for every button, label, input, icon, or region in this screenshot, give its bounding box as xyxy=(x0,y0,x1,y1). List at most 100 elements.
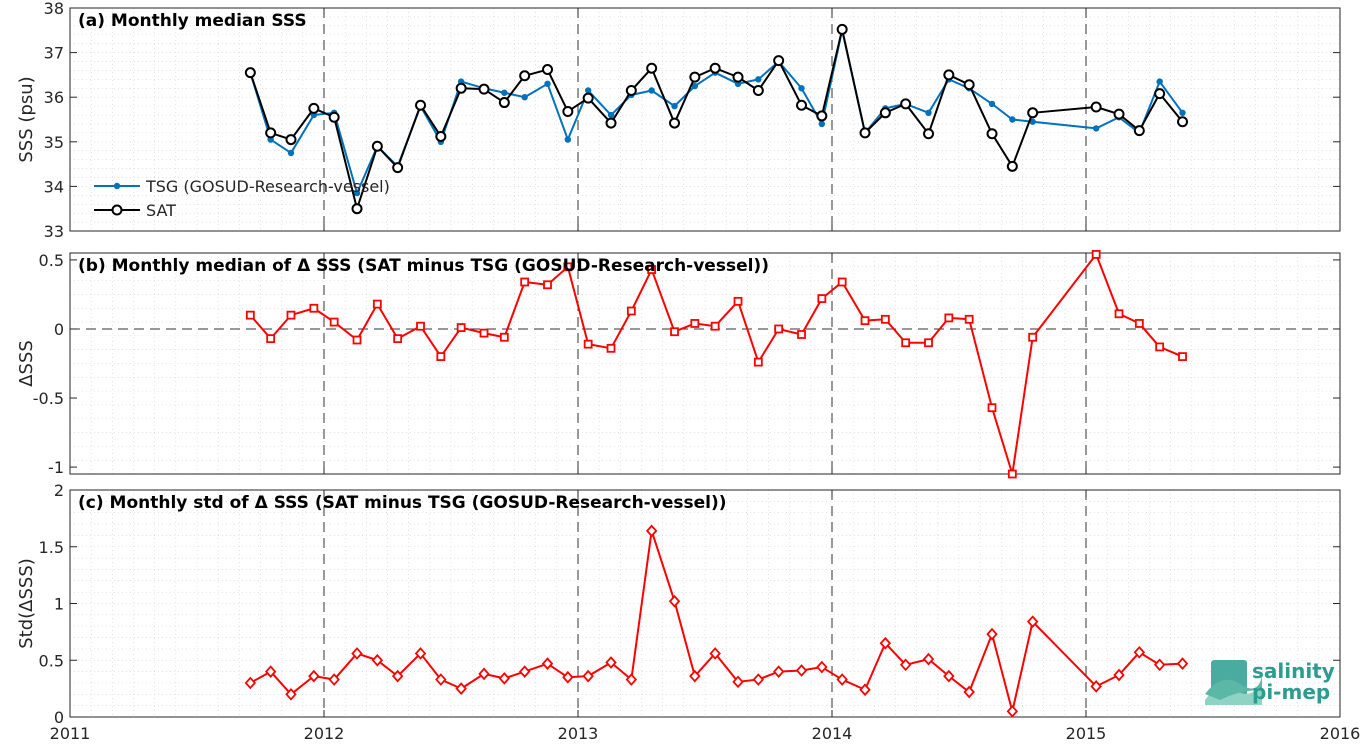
data-point xyxy=(923,128,935,140)
data-point xyxy=(1028,332,1038,342)
data-point xyxy=(435,673,447,686)
data-point xyxy=(879,107,891,119)
data-point xyxy=(797,330,806,339)
y-tick-label: 38 xyxy=(44,0,64,18)
salinity-pimep-logo: salinity pi-mep xyxy=(1205,659,1335,705)
grid xyxy=(69,489,1341,718)
data-point xyxy=(456,323,466,332)
data-point xyxy=(393,334,403,344)
data-point xyxy=(287,149,295,157)
data-point xyxy=(436,352,446,361)
data-point xyxy=(943,669,955,683)
data-point xyxy=(583,339,593,349)
data-point xyxy=(963,685,975,699)
data-point xyxy=(860,316,870,326)
data-point xyxy=(837,277,847,287)
data-point xyxy=(1026,615,1039,629)
logo-line2: pi-mep xyxy=(1252,680,1330,704)
data-point xyxy=(563,262,573,272)
data-point xyxy=(498,672,511,685)
data-point xyxy=(690,319,700,328)
data-point xyxy=(1176,657,1189,671)
data-point xyxy=(922,652,935,666)
x-tick-label: 2016 xyxy=(1320,724,1361,743)
data-point xyxy=(836,23,848,35)
data-point xyxy=(625,673,638,686)
data-point xyxy=(691,82,699,90)
data-point xyxy=(1113,668,1125,682)
data-point xyxy=(1178,352,1187,361)
data-point xyxy=(584,87,592,94)
data-point xyxy=(647,265,657,274)
data-point xyxy=(859,127,871,139)
data-point xyxy=(544,80,551,88)
data-point xyxy=(986,627,998,641)
y-tick-label: 2 xyxy=(54,481,64,500)
data-point xyxy=(435,130,447,142)
x-tick-label: 2013 xyxy=(558,724,599,743)
data-point xyxy=(501,89,508,96)
data-point xyxy=(542,64,554,76)
data-point xyxy=(1153,658,1166,672)
data-point xyxy=(416,321,425,331)
data-point xyxy=(987,403,997,413)
data-point xyxy=(753,357,763,367)
y-axis-label: SSS (psu) xyxy=(16,76,37,162)
data-point xyxy=(964,314,974,324)
y-tick-label: 0 xyxy=(54,320,64,339)
series-sat xyxy=(244,23,1189,215)
series-delta xyxy=(245,249,1187,479)
data-point xyxy=(266,334,276,344)
y-tick-label: 35 xyxy=(44,133,64,152)
data-point xyxy=(351,203,363,215)
data-point xyxy=(285,687,297,701)
y-axis-label: Std(ΔSSS) xyxy=(16,558,37,649)
data-point xyxy=(880,314,890,324)
data-point xyxy=(1134,319,1144,328)
y-tick-label: 0 xyxy=(54,708,64,727)
data-point xyxy=(733,296,743,306)
data-point xyxy=(986,128,998,140)
data-point xyxy=(795,664,808,677)
axes-frame xyxy=(69,252,1341,475)
data-point xyxy=(564,136,572,143)
data-point xyxy=(963,79,975,91)
data-point xyxy=(1006,160,1018,172)
grid xyxy=(69,7,1341,232)
data-point xyxy=(352,335,362,345)
y-tick-label: -0.5 xyxy=(33,389,64,408)
data-point xyxy=(351,647,363,660)
series-delta xyxy=(244,524,1189,718)
data-point xyxy=(752,673,765,686)
data-point xyxy=(645,524,658,538)
data-point xyxy=(519,70,531,82)
data-point xyxy=(478,83,490,95)
data-point xyxy=(391,669,404,683)
data-point xyxy=(625,85,637,97)
data-point xyxy=(244,676,257,690)
data-point xyxy=(943,69,955,81)
data-point xyxy=(752,85,764,97)
data-point xyxy=(308,102,320,114)
data-point xyxy=(265,127,277,139)
data-point xyxy=(1027,107,1039,119)
data-point xyxy=(772,665,785,678)
data-point xyxy=(605,117,617,129)
data-point xyxy=(1154,88,1166,100)
legend-label: SAT xyxy=(146,201,176,220)
legend-label: TSG (GOSUD-Research-vessel) xyxy=(145,177,390,196)
data-point xyxy=(455,82,467,94)
data-point xyxy=(732,71,744,83)
data-point xyxy=(899,658,912,672)
data-point xyxy=(669,117,681,129)
series-line xyxy=(249,28,1184,210)
legend-marker xyxy=(113,182,121,190)
panel-a: 33 34 35 36 37 38 SSS (psu) (a) Monthly median … xyxy=(16,0,1341,241)
data-point xyxy=(646,62,658,74)
grid xyxy=(69,252,1341,475)
y-tick-label: 37 xyxy=(44,44,64,63)
data-point xyxy=(1133,645,1146,659)
legend-item: TSG (GOSUD-Research-vessel) xyxy=(94,177,390,196)
y-tick-label: 34 xyxy=(44,177,64,196)
